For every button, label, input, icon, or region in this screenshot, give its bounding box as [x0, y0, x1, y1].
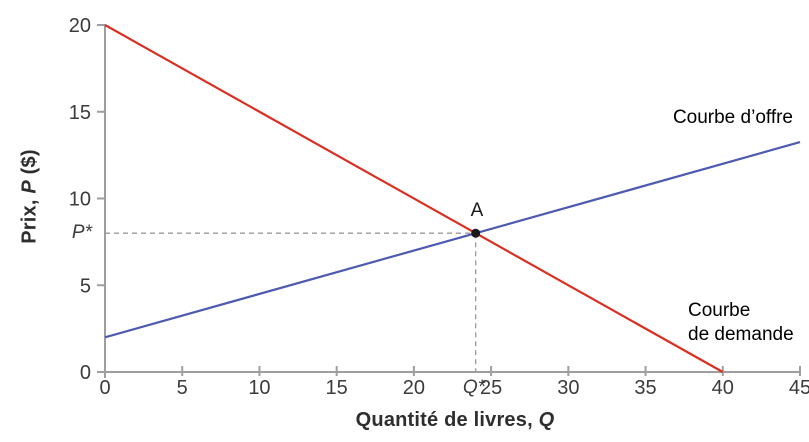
x-tick-label: 10 — [248, 377, 270, 399]
x-tick-label: 0 — [99, 377, 110, 399]
y-tick-label: 10 — [69, 189, 91, 211]
demand-curve-label-line1: Courbe — [688, 300, 751, 321]
supply-curve-line — [104, 141, 801, 339]
y-tick-label: 0 — [80, 362, 91, 384]
x-tick-label: 15 — [326, 377, 348, 399]
y-tick-label: 5 — [80, 275, 91, 297]
x-tick-label: 20 — [403, 377, 425, 399]
x-tick-label: 25 — [480, 377, 502, 399]
y-axis-title-variable: P — [18, 180, 41, 194]
y-axis-title-suffix: ($) — [18, 149, 41, 181]
y-tick-label: 15 — [69, 102, 91, 124]
equilibrium-point-dot — [471, 228, 481, 238]
demand-curve-label-line2: de demande — [688, 324, 794, 345]
y-axis-title: Prix, P ($) — [19, 102, 42, 292]
x-tick-label: 45 — [789, 377, 809, 399]
x-axis-title: Quantité de livres, Q — [255, 409, 655, 432]
y-tick-label: 20 — [69, 15, 91, 37]
demand-curve-line — [104, 24, 724, 373]
p-star-label: P* — [71, 222, 92, 243]
x-tick-label: 5 — [177, 377, 188, 399]
demand-curve-label: Courbe de demande — [688, 299, 794, 347]
supply-curve-label: Courbe d’offre — [672, 107, 793, 128]
q-star-label: Q* — [462, 377, 486, 398]
x-tick-label: 35 — [634, 377, 656, 399]
x-tick-label: 40 — [712, 377, 734, 399]
equilibrium-point-label: A — [470, 200, 484, 221]
x-axis-title-prefix: Quantité de livres, — [355, 409, 539, 431]
x-axis-title-variable: Q — [538, 409, 555, 431]
x-tick-label: 30 — [557, 377, 579, 399]
y-axis-title-prefix: Prix, — [18, 193, 41, 244]
